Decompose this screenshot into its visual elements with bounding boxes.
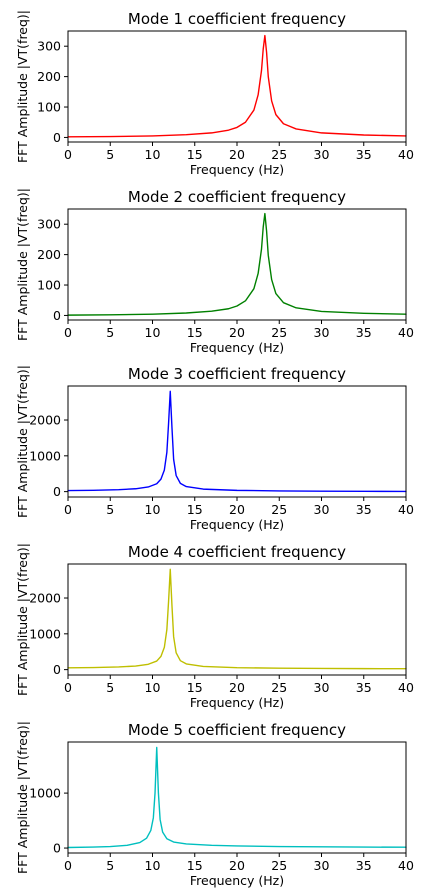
plot-frame-4 [67, 563, 407, 676]
y-tick-label-1-0: 0 [53, 130, 61, 145]
y-tick-label-1-100: 100 [37, 100, 61, 115]
x-tick-label-1-10: 10 [145, 147, 161, 162]
x-tick-label-1-20: 20 [229, 147, 245, 162]
x-axis-label-3: Frequency (Hz) [190, 517, 284, 532]
x-tick-label-1-30: 30 [314, 147, 330, 162]
y-axis-label-5: FFT Amplitude |VT(freq)| [15, 721, 30, 874]
x-tick-label-2-20: 20 [229, 325, 245, 340]
series-line-5-1 [67, 746, 407, 849]
y-axis-label-2: FFT Amplitude |VT(freq)| [15, 188, 30, 341]
x-tick-label-4-20: 20 [229, 680, 245, 695]
y-tick-label-4-0: 0 [53, 662, 61, 677]
y-axis-label-1: FFT Amplitude |VT(freq)| [15, 10, 30, 163]
series-line-1-1 [67, 34, 407, 138]
x-tick-label-5-15: 15 [187, 858, 203, 873]
x-tick-label-5-10: 10 [145, 858, 161, 873]
y-tick-label-2-100: 100 [37, 278, 61, 293]
x-tick-label-2-5: 5 [106, 325, 114, 340]
series-line-2-1 [67, 212, 407, 316]
subplot-5: 0 5 10 15 20 25 30 35 40 0 1000 Mode 5 coefficient … [15, 721, 414, 888]
x-tick-label-2-0: 0 [64, 325, 72, 340]
x-tick-label-3-25: 25 [271, 502, 287, 517]
x-axis-label-5: Frequency (Hz) [190, 873, 284, 888]
plot-frame-1 [67, 30, 407, 143]
x-tick-label-1-5: 5 [106, 147, 114, 162]
x-tick-label-1-15: 15 [187, 147, 203, 162]
subplot-title-2: Mode 2 coefficient frequency [128, 188, 346, 206]
x-tick-label-5-5: 5 [106, 858, 114, 873]
y-axis-label-4: FFT Amplitude |VT(freq)| [15, 543, 30, 696]
y-tick-label-1-300: 300 [37, 39, 61, 54]
x-tick-label-3-35: 35 [356, 502, 372, 517]
plot-frame-3 [67, 385, 407, 498]
x-axis-label-1: Frequency (Hz) [190, 162, 284, 177]
subplot-4: 0 5 10 15 20 25 30 35 40 0 1000 2000 Mode 4 coeffici… [15, 543, 414, 710]
y-tick-label-4-1000: 1000 [29, 626, 61, 641]
x-axis-label-4: Frequency (Hz) [190, 695, 284, 710]
x-tick-label-4-10: 10 [145, 680, 161, 695]
x-tick-label-1-25: 25 [271, 147, 287, 162]
x-tick-label-3-10: 10 [145, 502, 161, 517]
x-tick-label-3-15: 15 [187, 502, 203, 517]
y-tick-label-5-1000: 1000 [29, 786, 61, 801]
x-tick-label-3-30: 30 [314, 502, 330, 517]
subplot-3: 0 5 10 15 20 25 30 35 40 0 1000 2000 Mode 3 coeffici… [15, 365, 414, 532]
x-tick-label-2-40: 40 [398, 325, 414, 340]
subplot-title-3: Mode 3 coefficient frequency [128, 365, 346, 383]
plot-frame-5 [67, 741, 407, 854]
x-tick-label-5-0: 0 [64, 858, 72, 873]
x-tick-label-4-15: 15 [187, 680, 203, 695]
y-tick-label-2-0: 0 [53, 308, 61, 323]
x-tick-label-4-30: 30 [314, 680, 330, 695]
x-tick-label-3-20: 20 [229, 502, 245, 517]
x-tick-label-3-40: 40 [398, 502, 414, 517]
y-tick-label-2-200: 200 [37, 247, 61, 262]
y-tick-label-5-0: 0 [53, 841, 61, 856]
x-tick-label-4-5: 5 [106, 680, 114, 695]
x-tick-label-2-25: 25 [271, 325, 287, 340]
x-tick-label-3-5: 5 [106, 502, 114, 517]
x-tick-label-2-15: 15 [187, 325, 203, 340]
x-tick-label-5-40: 40 [398, 858, 414, 873]
x-tick-label-1-40: 40 [398, 147, 414, 162]
y-tick-label-3-1000: 1000 [29, 448, 61, 463]
x-tick-label-4-35: 35 [356, 680, 372, 695]
x-tick-label-2-30: 30 [314, 325, 330, 340]
subplot-title-4: Mode 4 coefficient frequency [128, 543, 346, 561]
y-tick-label-3-0: 0 [53, 484, 61, 499]
y-tick-label-2-300: 300 [37, 217, 61, 232]
plot-frame-2 [67, 208, 407, 321]
x-tick-label-2-10: 10 [145, 325, 161, 340]
x-tick-label-5-20: 20 [229, 858, 245, 873]
subplot-title-5: Mode 5 coefficient frequency [128, 721, 346, 739]
y-tick-label-1-200: 200 [37, 69, 61, 84]
subplot-2: 0 5 10 15 20 25 30 35 40 0 100 200 300 Mode 2 coeffic… [15, 188, 414, 355]
x-axis-label-2: Frequency (Hz) [190, 340, 284, 355]
series-line-3-1 [67, 390, 407, 493]
subplot-title-1: Mode 1 coefficient frequency [128, 10, 346, 28]
x-tick-label-5-25: 25 [271, 858, 287, 873]
x-tick-label-4-25: 25 [271, 680, 287, 695]
x-tick-label-5-35: 35 [356, 858, 372, 873]
x-tick-label-3-0: 0 [64, 502, 72, 517]
x-tick-label-2-35: 35 [356, 325, 372, 340]
subplot-1: 0 5 10 15 20 25 30 35 40 0 100 200 300 Mode 1 coeffic… [15, 10, 414, 177]
x-tick-label-5-30: 30 [314, 858, 330, 873]
series-line-4-1 [67, 568, 407, 670]
y-tick-label-4-2000: 2000 [29, 591, 61, 606]
y-tick-label-3-2000: 2000 [29, 413, 61, 428]
x-tick-label-1-35: 35 [356, 147, 372, 162]
x-tick-label-1-0: 0 [64, 147, 72, 162]
y-axis-label-3: FFT Amplitude |VT(freq)| [15, 365, 30, 518]
x-tick-label-4-0: 0 [64, 680, 72, 695]
x-tick-label-4-40: 40 [398, 680, 414, 695]
